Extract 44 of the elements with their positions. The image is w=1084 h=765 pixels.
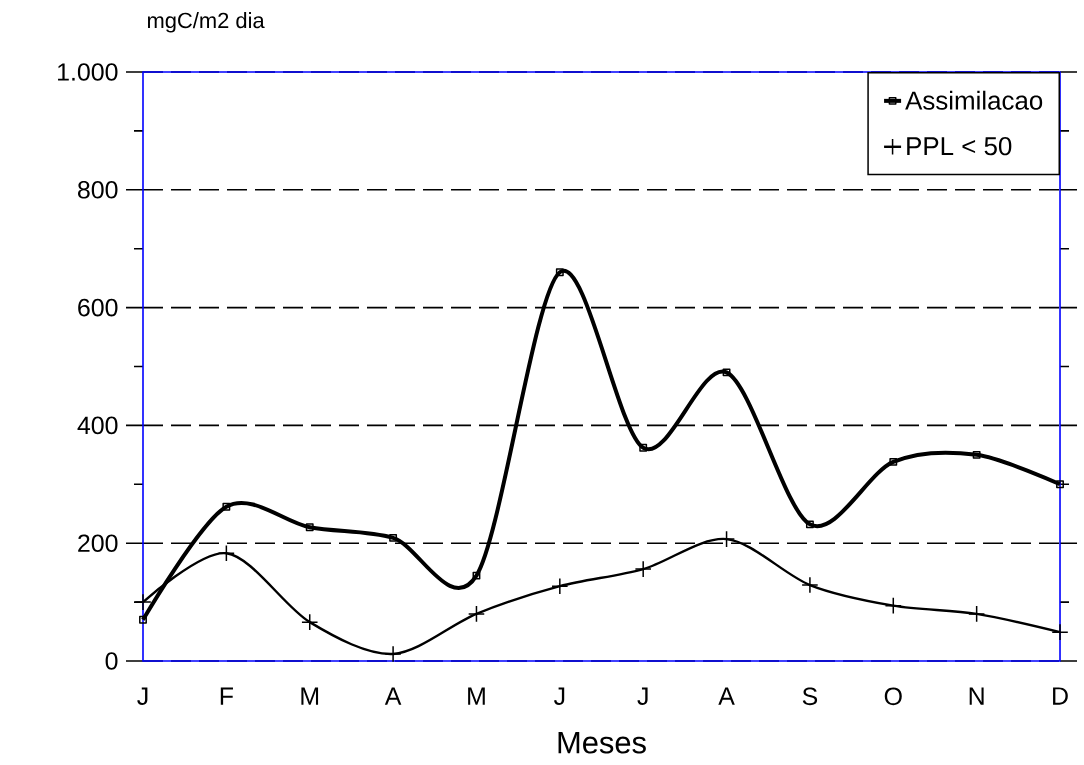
point [722, 368, 731, 377]
point [801, 576, 819, 594]
x-tick-label: J [637, 687, 648, 705]
x-tick-label: O [884, 687, 902, 706]
y-tick-label: 200 [78, 534, 118, 553]
point [555, 268, 564, 277]
x-tick-label: D [1053, 687, 1068, 705]
legend-label: PPL < 50 [907, 136, 1012, 156]
x-tick-label: M [301, 687, 319, 705]
x-tick-label: N [969, 687, 984, 705]
point [389, 533, 398, 542]
x-tick-label: M [468, 687, 485, 705]
x-tick-label: J [553, 687, 565, 705]
y-tick-label: 400 [77, 416, 118, 435]
x-tick-label: A [718, 687, 735, 705]
point [889, 457, 898, 466]
point [139, 615, 147, 624]
y-tick-label: 1.000 [58, 63, 118, 81]
point [217, 544, 235, 562]
point [634, 560, 652, 578]
y-tick-label: 800 [78, 180, 118, 199]
x-tick-label: J [137, 687, 148, 705]
point [805, 520, 814, 529]
x-tick-label: A [384, 687, 402, 705]
y-axis-title: mgC/m2 dia [147, 12, 265, 33]
y-tick-label: 0 [105, 652, 118, 670]
x-tick-label: S [802, 687, 818, 706]
y-tick-label: 600 [78, 298, 118, 317]
point [1056, 480, 1064, 489]
point [639, 443, 648, 452]
point [1051, 623, 1069, 641]
x-axis-title: Meses [558, 731, 646, 754]
point [222, 502, 231, 511]
point [467, 605, 486, 623]
point [968, 605, 986, 623]
point [972, 450, 981, 459]
point [301, 613, 319, 631]
point [884, 597, 902, 615]
point [134, 593, 152, 611]
x-tick-label: F [220, 687, 233, 705]
point [472, 571, 481, 580]
point [305, 523, 314, 532]
legend-label: Assimilacao [905, 90, 1043, 110]
point [551, 577, 569, 595]
